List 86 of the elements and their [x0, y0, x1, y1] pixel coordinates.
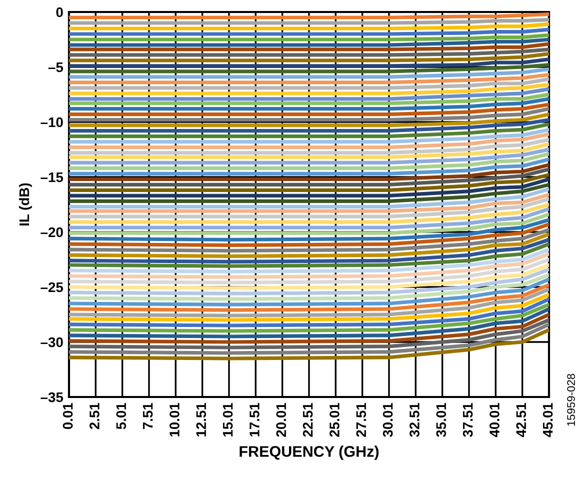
- x-axis-title: FREQUENCY (GHz): [240, 446, 379, 460]
- x-tick-label: 30.01: [382, 402, 393, 437]
- x-tick-label: 42.51: [516, 402, 526, 438]
- y-axis-title: IL (dB): [18, 183, 32, 226]
- x-tick-label: 22.51: [302, 402, 313, 437]
- line-series: [69, 252, 549, 279]
- line-series: [69, 307, 549, 338]
- x-tick-label: 25.01: [330, 402, 340, 437]
- line-series: [69, 112, 549, 128]
- x-tick-label: 2.51: [90, 402, 100, 430]
- line-series: [69, 238, 549, 264]
- line-series: [69, 282, 549, 312]
- y-tick-label: –5: [48, 62, 64, 72]
- line-series: [69, 218, 549, 242]
- line-series: [69, 77, 549, 90]
- line-series: [69, 297, 549, 328]
- line-series: [69, 228, 549, 253]
- line-series: [69, 118, 549, 133]
- text: 15959-028: [567, 374, 575, 426]
- line-series: [69, 212, 549, 235]
- line-series: [69, 122, 549, 138]
- line-series: [69, 192, 549, 213]
- line-series: [69, 222, 549, 248]
- line-series: [69, 177, 549, 198]
- x-tick-label: 35.01: [436, 402, 446, 437]
- line-series: [69, 258, 549, 284]
- y-tick-label: –10: [40, 117, 63, 128]
- line-series: [69, 248, 549, 274]
- x-tick-label: 17.51: [250, 402, 260, 436]
- x-tick-label: 7.51: [143, 402, 153, 429]
- line-series: [69, 202, 549, 224]
- line-series: [69, 67, 549, 79]
- line-series: [69, 277, 549, 306]
- line-series: [69, 132, 549, 150]
- line-series: [69, 322, 549, 355]
- line-series: [69, 128, 549, 144]
- line-series: [69, 152, 549, 170]
- line-series: [69, 302, 549, 333]
- x-tick-label: 32.51: [410, 402, 420, 437]
- line-series: [69, 287, 549, 318]
- x-tick-label: 20.01: [276, 402, 286, 437]
- line-series: [69, 97, 549, 111]
- line-series: [69, 163, 549, 182]
- line-series: [69, 52, 549, 62]
- line-series: [69, 197, 549, 218]
- line-series: [69, 158, 549, 176]
- x-tick-label: 12.51: [196, 402, 206, 436]
- x-tick-label: 10.01: [170, 402, 180, 436]
- x-tick-label: 5.01: [116, 402, 126, 430]
- line-series: [69, 148, 549, 165]
- line-series: [69, 138, 549, 155]
- line-series: [69, 102, 549, 116]
- line-series: [69, 142, 549, 160]
- line-series: [69, 106, 549, 122]
- line-series: [69, 268, 549, 296]
- line-series: [69, 273, 549, 301]
- line-series: [69, 242, 549, 268]
- line-series: [69, 167, 549, 187]
- line-series: [69, 182, 549, 204]
- y-tick-label: –20: [40, 227, 63, 238]
- line-series: [69, 87, 549, 101]
- line-series: [69, 207, 549, 230]
- x-tick-label: 40.01: [490, 402, 500, 438]
- x-tick-label: 0.01: [62, 402, 73, 430]
- line-series: [69, 72, 549, 84]
- y-tick-label: 0: [56, 7, 63, 18]
- line-series: [69, 172, 549, 192]
- line-series: [69, 312, 549, 344]
- x-tick-label: 45.01: [542, 402, 553, 438]
- line-series: [69, 57, 549, 68]
- line-series: [69, 92, 549, 106]
- line-series: [69, 318, 549, 350]
- line-series: [69, 82, 549, 96]
- x-tick-label: 15.01: [222, 402, 233, 436]
- line-series: [69, 292, 549, 322]
- x-tick-label: 37.51: [462, 402, 473, 437]
- line-series: [69, 263, 549, 290]
- line-series: [69, 328, 549, 360]
- line-series: [69, 62, 549, 74]
- y-tick-label: –30: [40, 337, 63, 348]
- y-tick-label: –25: [40, 282, 64, 292]
- y-tick-label: –15: [40, 172, 64, 182]
- line-series: [69, 187, 549, 209]
- x-tick-label: 27.51: [356, 402, 366, 437]
- line-series: [69, 232, 549, 258]
- y-tick-label: –35: [40, 392, 64, 402]
